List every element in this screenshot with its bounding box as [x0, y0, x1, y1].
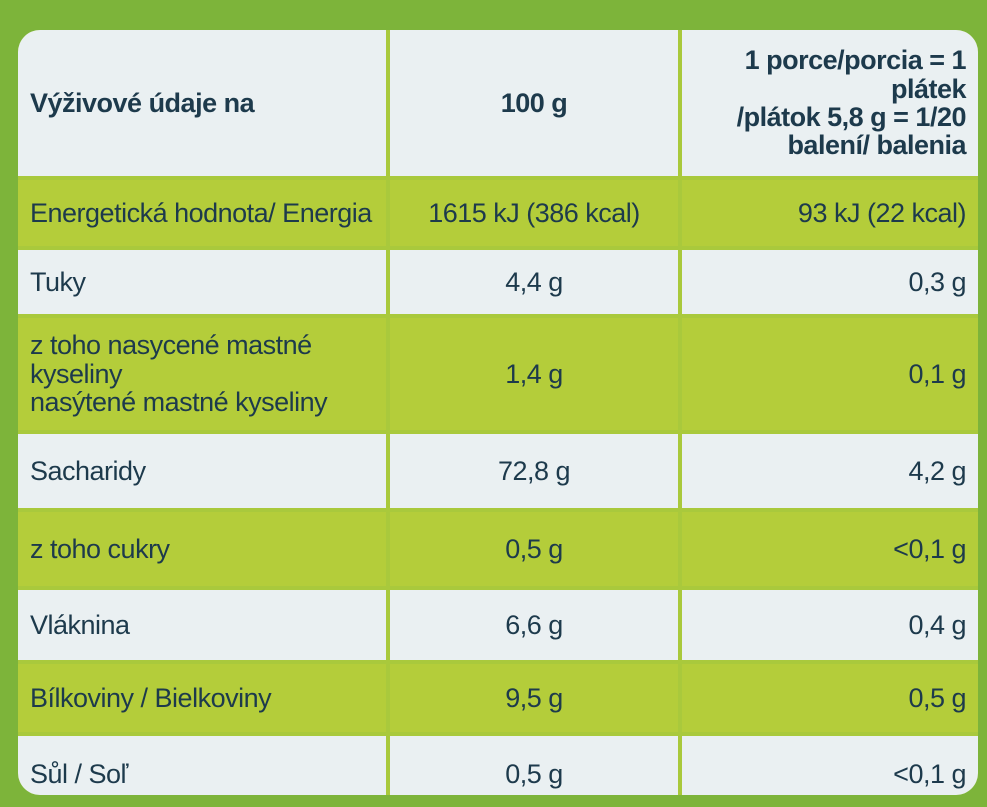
- row-label: z toho nasycené mastné kyseliny nasýtené…: [18, 318, 386, 430]
- value-100g: 4,4 g: [390, 250, 678, 314]
- value-100g: 1615 kJ (386 kcal): [390, 180, 678, 246]
- row-label: Tuky: [18, 250, 386, 314]
- value-portion: <0,1 g: [682, 736, 978, 795]
- row-label: Energetická hodnota/ Energia: [18, 180, 386, 246]
- value-portion: 0,1 g: [682, 318, 978, 430]
- value-portion: <0,1 g: [682, 512, 978, 586]
- header-label: Výživové údaje na: [18, 30, 386, 176]
- value-100g: 9,5 g: [390, 664, 678, 732]
- value-100g: 1,4 g: [390, 318, 678, 430]
- row-label: Sůl / Soľ: [18, 736, 386, 795]
- row-label: Bílkoviny / Bielkoviny: [18, 664, 386, 732]
- row-label: z toho cukry: [18, 512, 386, 586]
- value-100g: 6,6 g: [390, 590, 678, 660]
- value-100g: 72,8 g: [390, 434, 678, 508]
- value-portion: 0,4 g: [682, 590, 978, 660]
- row-label: Sacharidy: [18, 434, 386, 508]
- value-portion: 4,2 g: [682, 434, 978, 508]
- value-100g: 0,5 g: [390, 512, 678, 586]
- row-label: Vláknina: [18, 590, 386, 660]
- value-100g: 0,5 g: [390, 736, 678, 795]
- value-portion: 0,5 g: [682, 664, 978, 732]
- value-portion: 93 kJ (22 kcal): [682, 180, 978, 246]
- header-portion: 1 porce/porcia = 1 plátek /plátok 5,8 g …: [682, 30, 978, 176]
- value-portion: 0,3 g: [682, 250, 978, 314]
- header-100g: 100 g: [390, 30, 678, 176]
